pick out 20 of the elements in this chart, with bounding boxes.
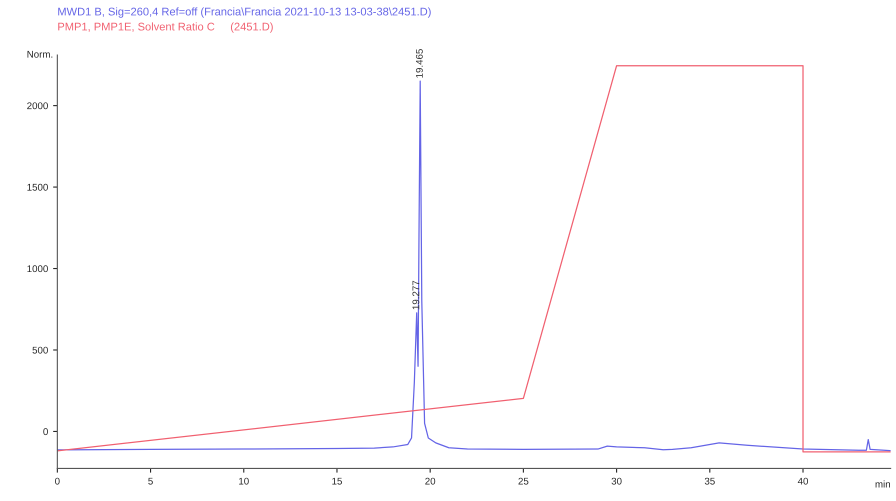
x-tick-label: 30 (612, 478, 622, 485)
x-tick-label: 35 (704, 478, 715, 485)
x-tick-label: 10 (239, 478, 249, 485)
chart-title: MWD1 B, Sig=260,4 Ref=off (Francia\Francia 2021-10-13 13-03-38\2451.D) (58, 7, 431, 18)
x-tick-label: 20 (425, 478, 436, 485)
y-tick-label: 2000 (27, 102, 48, 110)
y-tick-label: 500 (32, 346, 48, 354)
x-tick-label: 5 (148, 478, 153, 485)
x-axis-title: min (876, 480, 890, 488)
chart-subtitle: PMP1, PMP1E, Solvent Ratio C (2451.D) (58, 22, 273, 33)
x-tick-label: 40 (798, 478, 808, 485)
x-tick-label: 15 (332, 478, 342, 485)
annotation: 19.277 (412, 280, 420, 310)
x-tick-label: 25 (518, 478, 528, 485)
y-tick-label: 0 (43, 428, 48, 436)
annotation: 19.465 (416, 49, 423, 78)
y-tick-label: 1000 (27, 265, 48, 272)
y-axis-title: Norm. (28, 50, 52, 58)
y-tick-label: 1500 (27, 184, 48, 191)
x-tick-label: 0 (55, 478, 60, 485)
